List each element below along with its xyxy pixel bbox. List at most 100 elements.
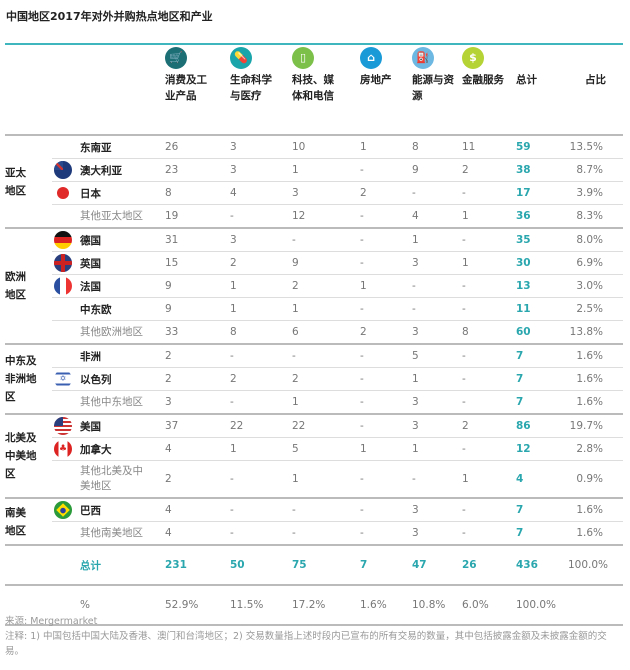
row-share: 8.0% <box>568 227 623 252</box>
flag-australia-icon <box>54 161 72 179</box>
cell-value: 2 <box>165 367 230 391</box>
region-label: 欧洲地区 <box>5 227 52 344</box>
cell-value: - <box>360 297 412 321</box>
cell-value: 1 <box>360 437 412 461</box>
cell-value: - <box>292 521 360 545</box>
data-table: 🛒 消费及工业产品 💊 生命科学与医疗 ▯ 科技、媒体和电信 ⌂ 房地产 ⛽ 能源与资源 $ 金融服务… <box>5 45 623 626</box>
flag-brazil-icon <box>54 501 72 519</box>
cell-value: 8 <box>230 320 292 344</box>
column-header: ▯ 科技、媒体和电信 <box>292 45 360 135</box>
row-total: 4 <box>516 460 568 498</box>
pctrow-value: 17.2% <box>292 584 360 626</box>
cell-value: 1 <box>292 460 360 498</box>
pctrow-row: % 52.9% 11.5% 17.2% 1.6% 10.8% 6.0% 100.0% <box>5 584 623 626</box>
cell-value: 1 <box>360 134 412 159</box>
row-name: 其他北美及中美地区 <box>80 465 143 492</box>
row-share: 1.6% <box>568 497 623 522</box>
column-label: 消费及工业产品 <box>165 74 207 102</box>
row-share: 1.6% <box>568 521 623 545</box>
pctrow-value: 1.6% <box>360 584 412 626</box>
cell-value: 2 <box>292 274 360 298</box>
row-name: 其他亚太地区 <box>80 209 143 222</box>
row-name: 法国 <box>80 280 101 293</box>
cell-value: - <box>462 497 516 522</box>
cell-value: 10 <box>292 134 360 159</box>
cell-value: 5 <box>412 343 462 368</box>
cell-value: 19 <box>165 204 230 228</box>
sum-value: 50 <box>230 544 292 585</box>
mouse-icon: ▯ <box>292 47 314 69</box>
cell-value: - <box>360 251 412 275</box>
pctrow-value: 52.9% <box>165 584 230 626</box>
pill-icon: 💊 <box>230 47 252 69</box>
row-total: 7 <box>516 497 568 522</box>
row-total: 7 <box>516 367 568 391</box>
row-share: 3.9% <box>568 181 623 205</box>
cell-value: 1 <box>292 158 360 182</box>
table-row: 其他欧洲地区 33 8 6 2 3 8 60 13.8% <box>5 320 623 344</box>
table-row: 中东及非洲地区 非洲 2- - -5-7 1.6% <box>5 343 623 414</box>
cell-value: - <box>462 390 516 414</box>
oil-rig-icon: ⛽ <box>412 47 434 69</box>
cell-value: - <box>462 181 516 205</box>
flag-canada-icon: ♣ <box>54 440 72 458</box>
cell-value: 31 <box>165 227 230 252</box>
column-label: 科技、媒体和电信 <box>292 74 334 102</box>
table-row: 南美地区 巴西 4- - -3-7 1.6% <box>5 497 623 545</box>
flag-france-icon <box>54 277 72 295</box>
cell-value: 1 <box>292 390 360 414</box>
cell-value: 1 <box>230 297 292 321</box>
cell-value: - <box>412 297 462 321</box>
cell-value: 12 <box>292 204 360 228</box>
cell-value: 9 <box>165 274 230 298</box>
sum-value: 47 <box>412 544 462 585</box>
cell-value: 3 <box>165 390 230 414</box>
cell-value: - <box>462 227 516 252</box>
row-name: 美国 <box>80 420 101 433</box>
row-total: 86 <box>516 413 568 438</box>
table-row: 其他亚太地区 19-12-4 1 36 8.3% <box>5 204 623 228</box>
cell-value: - <box>230 204 292 228</box>
row-share: 1.6% <box>568 343 623 368</box>
cell-value: - <box>230 497 292 522</box>
cell-value: 1 <box>292 297 360 321</box>
cell-value: - <box>360 158 412 182</box>
cell-value: 1 <box>462 460 516 498</box>
cell-value: 9 <box>292 251 360 275</box>
row-name: 其他南美地区 <box>80 526 143 539</box>
cell-value: 4 <box>165 521 230 545</box>
cell-value: 22 <box>292 413 360 438</box>
row-name: 德国 <box>80 234 101 247</box>
cell-value: 11 <box>462 134 516 159</box>
cell-value: - <box>292 497 360 522</box>
row-share: 6.9% <box>568 251 623 275</box>
row-share: 13.5% <box>568 134 623 159</box>
row-total: 13 <box>516 274 568 298</box>
row-total: 35 <box>516 227 568 252</box>
house-icon: ⌂ <box>360 47 382 69</box>
cell-value: - <box>462 521 516 545</box>
table-row: 欧洲地区 德国 31 3- -1-35 8.0% <box>5 227 623 344</box>
region-label: 北美及中美地区 <box>5 413 52 498</box>
cell-value: - <box>360 497 412 522</box>
flag-uk-icon <box>54 254 72 272</box>
column-label: 生命科学与医疗 <box>230 74 272 102</box>
cell-value: 4 <box>165 437 230 461</box>
row-name: 澳大利亚 <box>80 164 122 177</box>
cell-value: - <box>360 460 412 498</box>
cell-value: 1 <box>412 227 462 252</box>
pctrow-total: 100.0% <box>516 584 568 626</box>
cell-value: - <box>412 274 462 298</box>
table-row: 中东欧 9 1 1- - -11 2.5% <box>5 297 623 321</box>
cell-value: - <box>360 413 412 438</box>
cell-value: 22 <box>230 413 292 438</box>
cell-value: 9 <box>165 297 230 321</box>
cell-value: - <box>292 343 360 368</box>
row-total: 7 <box>516 390 568 414</box>
region-label: 亚太地区 <box>5 134 52 228</box>
money-icon: $ <box>462 47 484 69</box>
cell-value: 3 <box>412 251 462 275</box>
cell-value: 3 <box>412 497 462 522</box>
column-header: 🛒 消费及工业产品 <box>165 45 230 135</box>
share-header: 占比 <box>585 74 606 86</box>
